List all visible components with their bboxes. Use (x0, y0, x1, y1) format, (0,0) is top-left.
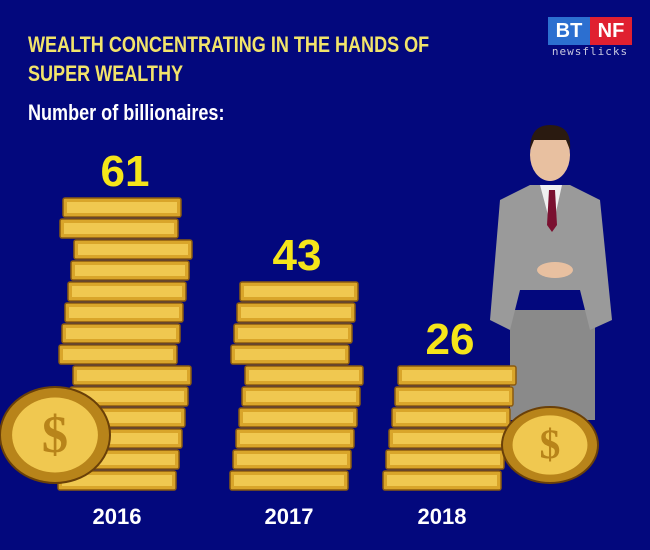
logo-tagline: newsflicks (551, 45, 629, 58)
coin-edge (66, 328, 176, 339)
bar-2017 (229, 281, 364, 491)
coin-edge (77, 370, 187, 381)
coin-edge (78, 244, 188, 255)
coin-edge (64, 223, 174, 234)
coin-edge (387, 475, 497, 486)
x-tick-label: 2016 (93, 504, 142, 529)
businessman-illustration (490, 125, 612, 420)
coin-edge (74, 391, 184, 402)
coin-edge (390, 454, 500, 465)
coin-edge (72, 286, 182, 297)
coin-edge (68, 433, 178, 444)
svg-text:$: $ (42, 406, 68, 464)
coin-edge (396, 412, 506, 423)
coin-edge (393, 433, 503, 444)
coin-edge (399, 391, 509, 402)
coin-edge (67, 202, 177, 213)
coin-edge (238, 328, 348, 339)
dollar-coin-icon: $ (0, 386, 111, 484)
coin-edge (249, 370, 359, 381)
coin-edge (241, 307, 351, 318)
coin-edge (243, 412, 353, 423)
x-tick-label: 2018 (418, 504, 467, 529)
coin-edge (244, 286, 354, 297)
coin-edge (235, 349, 345, 360)
coin-edge (237, 454, 347, 465)
coin-edge (69, 307, 179, 318)
coin-edge (234, 475, 344, 486)
dollar-coin-icon: $ (501, 406, 599, 484)
coin-edge (246, 391, 356, 402)
value-label: 43 (273, 231, 322, 280)
coin-edge (75, 265, 185, 276)
coin-edge (402, 370, 512, 381)
coin-edge (240, 433, 350, 444)
brand-logo: BT NF newsflicks (548, 17, 632, 58)
x-tick-label: 2017 (265, 504, 314, 529)
bar-2016 (57, 197, 193, 491)
logo-bt: BT (548, 17, 590, 45)
svg-text:$: $ (540, 422, 561, 468)
coin-edge (62, 475, 172, 486)
page-title: WEALTH CONCENTRATING IN THE HANDS OF SUP… (28, 32, 430, 86)
logo-nf: NF (590, 17, 632, 45)
chart-subtitle: Number of billionaires: (28, 100, 225, 125)
value-label: 61 (101, 147, 150, 196)
value-label: 26 (426, 315, 475, 364)
coin-edge (63, 349, 173, 360)
coin-edge (65, 454, 175, 465)
coin-edge (71, 412, 181, 423)
bar-2018 (382, 365, 517, 491)
